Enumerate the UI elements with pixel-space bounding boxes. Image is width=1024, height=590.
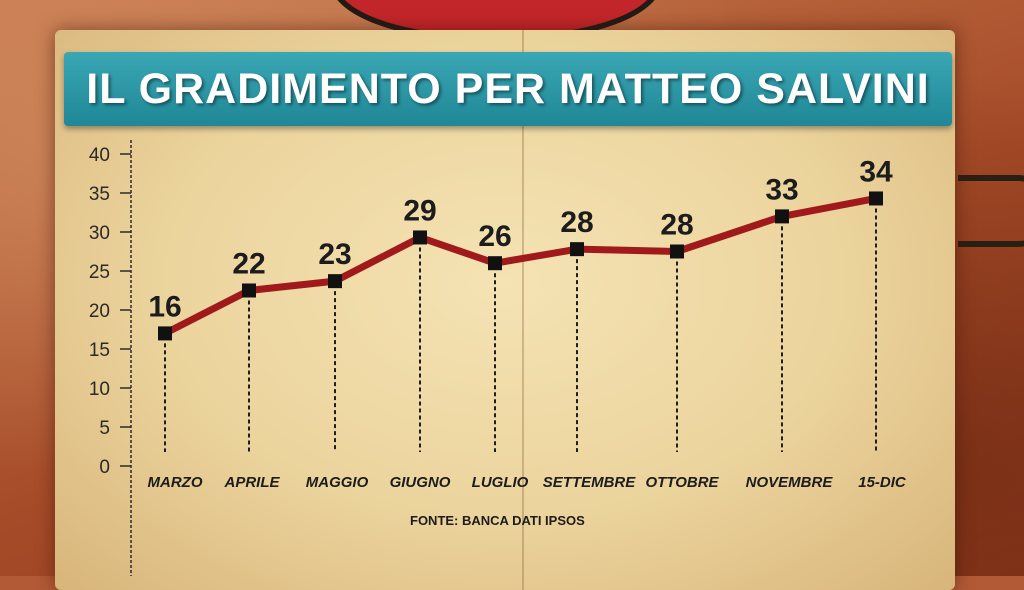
- data-point: [328, 274, 342, 289]
- y-tick-label: 40: [89, 145, 110, 166]
- data-label: 22: [232, 248, 265, 281]
- x-tick-label: MARZO: [148, 474, 203, 491]
- x-tick-label: NOVEMBRE: [746, 474, 834, 491]
- data-label: 23: [318, 238, 351, 271]
- x-tick-label: 15-DIC: [858, 474, 907, 491]
- data-label: 33: [765, 173, 798, 206]
- line-chart: 0 5 10 15 20 25 30 35 40 16 22 23 29 26 28 28 33 34 MARZO A…: [89, 140, 907, 576]
- data-point: [775, 209, 789, 224]
- x-tick-label: GIUGNO: [390, 474, 451, 491]
- data-point: [670, 244, 684, 259]
- data-label: 34: [859, 155, 893, 188]
- x-tick-label: SETTEMBRE: [543, 474, 637, 491]
- y-tick-label: 0: [99, 457, 110, 478]
- series-line: [161, 194, 880, 337]
- data-label: 26: [478, 220, 511, 253]
- title-banner: IL GRADIMENTO PER MATTEO SALVINI: [64, 52, 952, 126]
- y-tick-label: 5: [99, 418, 110, 439]
- source-note: FONTE: BANCA DATI IPSOS: [410, 513, 585, 528]
- x-tick-label: LUGLIO: [472, 474, 529, 491]
- x-tick-label: OTTOBRE: [645, 474, 719, 491]
- chart-title: IL GRADIMENTO PER MATTEO SALVINI: [86, 64, 930, 113]
- data-point: [570, 242, 584, 257]
- data-point: [413, 230, 427, 245]
- y-tick-label: 10: [89, 379, 110, 400]
- data-point: [158, 326, 172, 341]
- data-label: 16: [148, 290, 181, 323]
- y-tick-label: 30: [89, 223, 110, 244]
- x-tick-label: APRILE: [223, 474, 280, 491]
- background-decoration-right: [958, 175, 1024, 247]
- data-label: 29: [403, 194, 436, 227]
- x-tick-label: MAGGIO: [306, 474, 369, 491]
- data-point: [869, 191, 883, 206]
- notebook-spine: [522, 30, 524, 590]
- y-tick-label: 20: [89, 301, 110, 322]
- data-point: [488, 256, 502, 271]
- data-point: [242, 283, 256, 298]
- data-label: 28: [660, 209, 693, 242]
- data-label: 28: [560, 206, 593, 239]
- y-tick-label: 35: [89, 184, 110, 205]
- y-tick-label: 15: [89, 340, 110, 361]
- y-tick-label: 25: [89, 262, 110, 283]
